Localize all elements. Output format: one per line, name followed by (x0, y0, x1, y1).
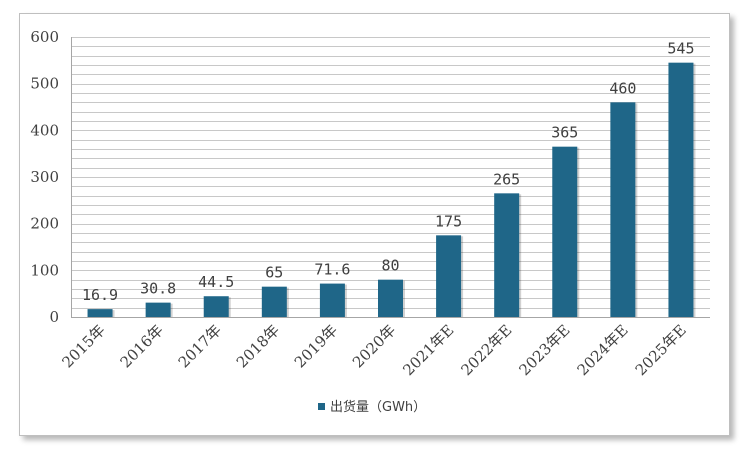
x-tick-label: 2016年 (117, 321, 167, 371)
x-tick-label: 2023年E (516, 321, 574, 379)
x-tick-label: 2025年E (632, 321, 690, 379)
data-label: 71.6 (314, 261, 350, 279)
data-labels: 16.9 30.8 44.5 65 71.6 80 175 265 365 460 545 (82, 40, 695, 304)
bar (436, 235, 462, 317)
data-label: 175 (435, 212, 462, 230)
x-tick-label: 2024年E (574, 321, 632, 379)
bar (87, 309, 113, 317)
data-label: 44.5 (198, 273, 234, 291)
y-tick-label: 300 (30, 168, 59, 186)
x-tick-label: 2019年 (291, 321, 341, 371)
legend-label: 出货量（GWh） (330, 399, 426, 415)
bar (319, 283, 345, 317)
y-tick-label: 400 (30, 121, 59, 139)
y-tick-label: 500 (30, 75, 59, 93)
y-tick-label: 200 (30, 215, 59, 233)
bar (261, 286, 287, 317)
x-tick-label: 2022年E (457, 321, 515, 379)
bars (87, 62, 696, 317)
x-tick-label: 2020年 (349, 321, 399, 371)
gridlines (71, 37, 710, 318)
x-tick-label: 2017年 (175, 321, 225, 371)
bar (145, 302, 171, 317)
bar (494, 193, 520, 317)
data-label: 65 (265, 264, 283, 282)
data-label: 365 (551, 124, 578, 142)
bar (610, 102, 636, 317)
bar (668, 62, 694, 317)
y-tick-label: 100 (30, 261, 59, 279)
bar (203, 296, 229, 317)
data-label: 265 (493, 170, 520, 188)
bar (378, 279, 403, 317)
data-label: 16.9 (82, 286, 118, 304)
bar (552, 146, 578, 317)
x-tick-label: 2015年 (59, 321, 109, 371)
x-axis-ticks: 2015年 2016年 2017年 2018年 2019年 2020年 2021年E 2022… (59, 321, 690, 379)
data-label: 460 (609, 79, 636, 97)
y-axis-ticks: 0 100 200 300 400 500 600 (30, 28, 59, 326)
x-tick-label: 2021年E (399, 321, 457, 379)
x-tick-label: 2018年 (233, 321, 283, 371)
legend: 出货量（GWh） (318, 399, 426, 415)
y-tick-label: 0 (49, 308, 59, 326)
legend-swatch (318, 403, 325, 410)
data-label: 545 (667, 40, 694, 58)
data-label: 80 (381, 257, 399, 275)
data-label: 30.8 (140, 280, 176, 298)
y-tick-label: 600 (30, 28, 59, 46)
